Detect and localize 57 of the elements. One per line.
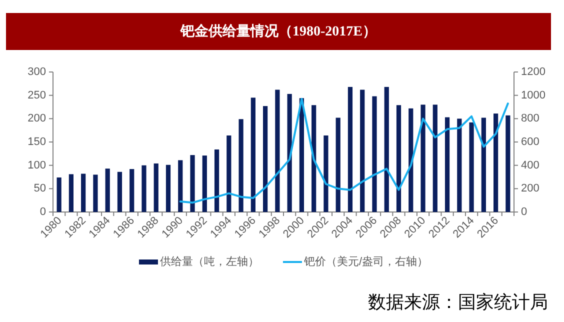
y2-tick-label: 400 (521, 159, 540, 172)
bar (275, 90, 280, 212)
legend-label: 供给量（吨，左轴） (160, 255, 259, 268)
bar (457, 118, 462, 212)
bar (372, 96, 377, 212)
bar (348, 86, 353, 212)
source-note: 数据来源：国家统计局 (368, 292, 548, 312)
bar (68, 174, 74, 212)
bar (444, 117, 450, 212)
bar (384, 86, 389, 212)
bar (202, 156, 207, 212)
bar (166, 164, 171, 212)
bar (178, 160, 183, 212)
y2-tick-label: 200 (521, 182, 540, 195)
bar (81, 174, 86, 212)
bar (506, 115, 510, 212)
chart-title: 钯金供给量情况（1980-2017E） (180, 24, 376, 40)
bar (130, 169, 134, 212)
bar (396, 105, 402, 212)
bar (481, 118, 486, 212)
bar (469, 122, 474, 212)
y2-tick-label: 800 (521, 112, 540, 125)
y-tick-label: 150 (28, 136, 46, 148)
bar (105, 168, 110, 212)
bar (312, 105, 316, 212)
bar (154, 163, 158, 212)
bar (336, 118, 340, 212)
bar (250, 98, 256, 212)
bar (238, 119, 244, 212)
y-tick-label: 100 (28, 159, 46, 172)
bar (117, 172, 122, 212)
bar (299, 98, 304, 212)
bar (190, 155, 195, 212)
bar (214, 149, 220, 212)
y-tick-label: 250 (28, 89, 46, 102)
legend-label: 钯价（美元/盎司，右轴） (302, 255, 428, 268)
y-tick-label: 200 (28, 112, 46, 125)
bar (408, 108, 414, 212)
y-tick-label: 0 (40, 206, 46, 218)
y-tick-label: 300 (28, 66, 46, 78)
bar (287, 94, 292, 212)
bar (360, 90, 365, 212)
bar (324, 135, 328, 212)
y2-tick-label: 600 (521, 136, 540, 148)
bar (263, 106, 268, 212)
y2-tick-label: 1200 (521, 66, 546, 78)
y2-tick-label: 0 (521, 206, 528, 218)
y-tick-label: 50 (34, 182, 46, 195)
y2-tick-label: 1000 (521, 89, 546, 102)
bar (93, 174, 98, 212)
bar (420, 104, 426, 212)
bar (432, 104, 438, 212)
bar (494, 114, 498, 212)
bar (56, 177, 62, 212)
bar (226, 135, 232, 212)
bar (142, 165, 146, 212)
title: 钯金供给量情况（1980-2017E） (6, 13, 551, 50)
